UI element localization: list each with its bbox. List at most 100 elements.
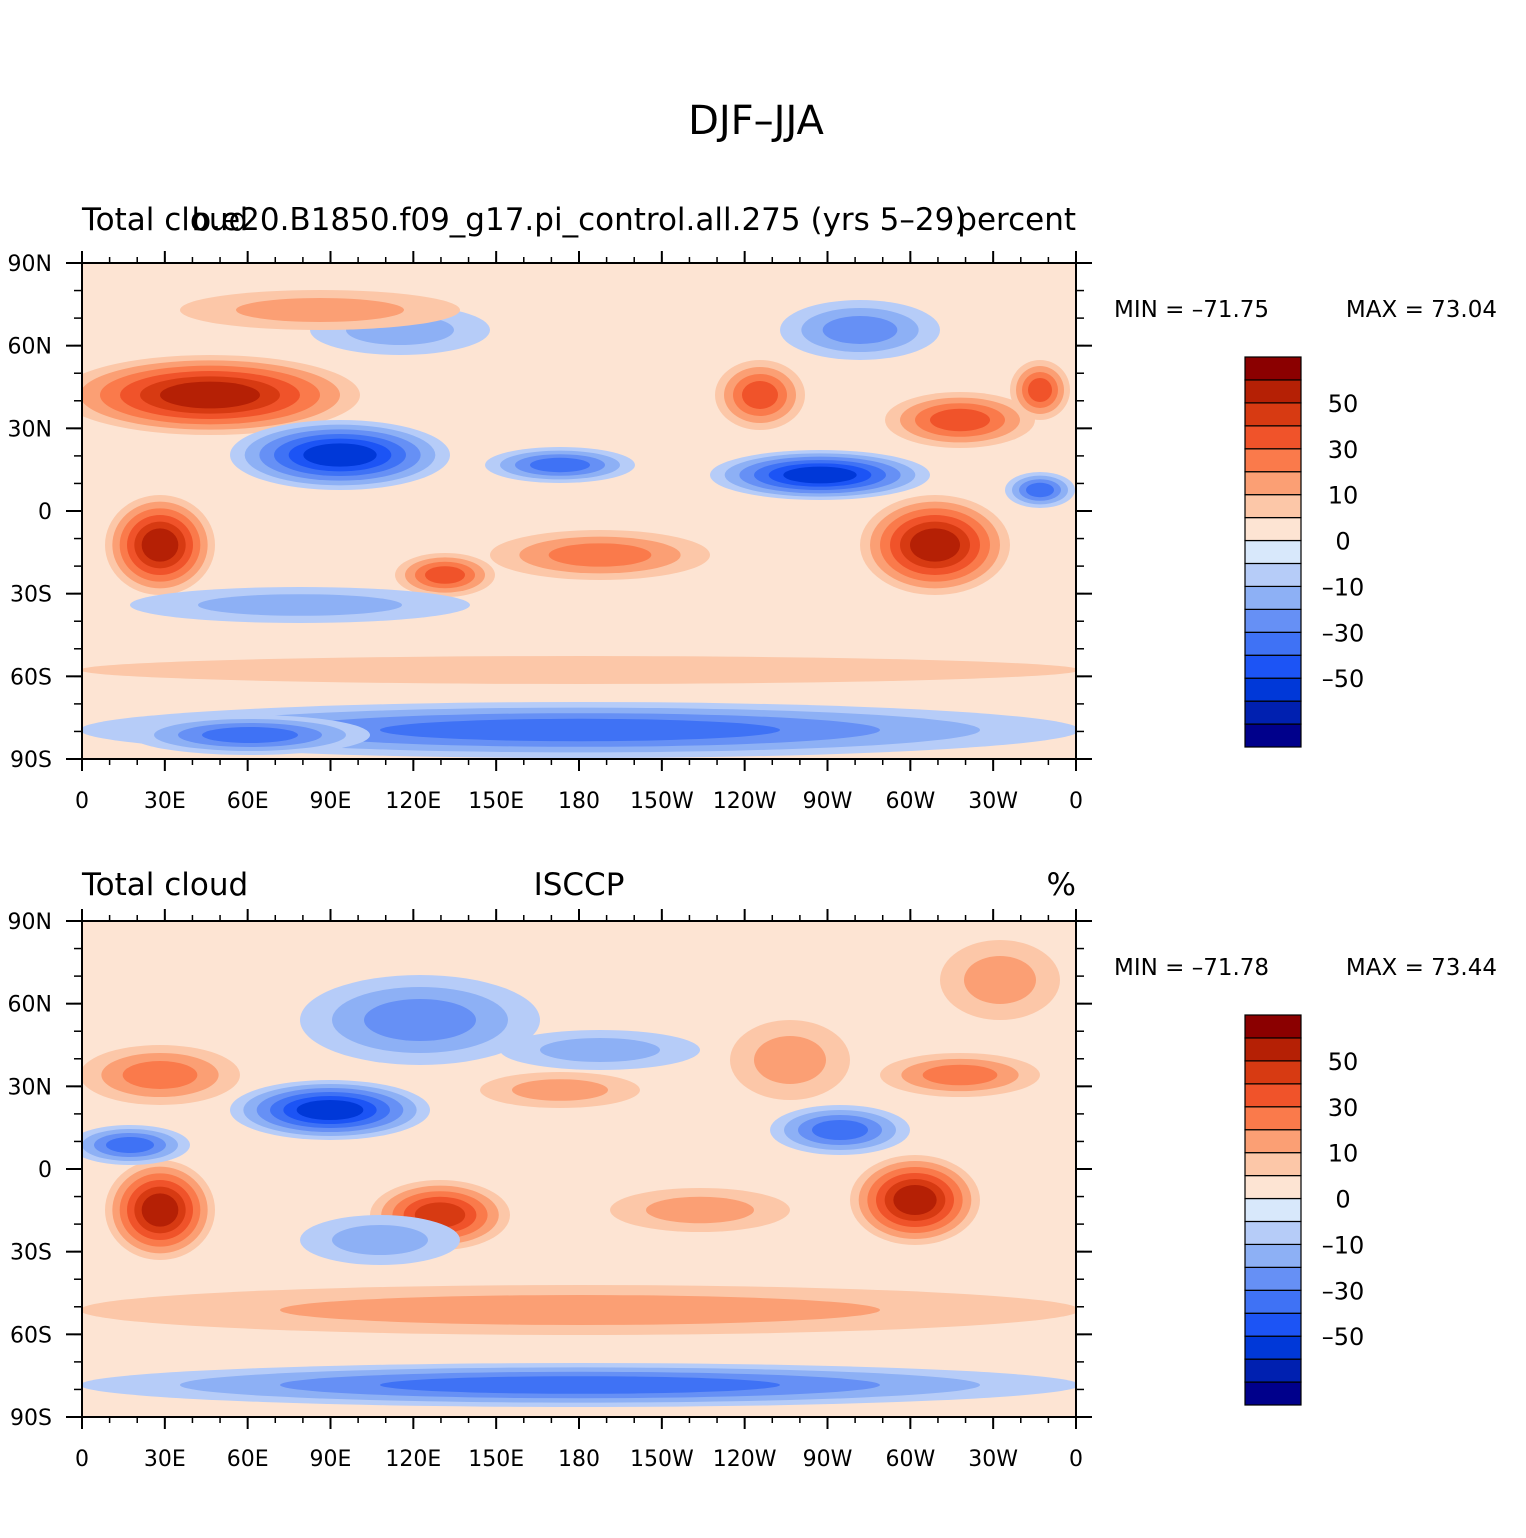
colorbar-box (1244, 425, 1302, 450)
colorbar-box (1244, 402, 1302, 427)
colorbar-box (1244, 1152, 1302, 1177)
x-tick-label: 60W (885, 789, 935, 814)
colorbar-box (1244, 516, 1302, 542)
y-tick-label: 30N (8, 1075, 52, 1100)
panel-title-right: percent (957, 202, 1076, 238)
y-tick-label: 60N (8, 335, 52, 360)
x-tick-label: 150E (468, 789, 524, 814)
colorbar-box (1244, 1083, 1302, 1108)
x-tick-label: 180 (558, 789, 600, 814)
x-tick-label: 90E (310, 789, 352, 814)
map-panel-1: Total cloudb.e20.B1850.f09_g17.pi_contro… (8, 202, 1497, 814)
x-tick-label: 30E (144, 1447, 186, 1472)
figure-title: DJF–JJA (688, 98, 824, 144)
y-tick-label: 0 (38, 500, 52, 525)
colorbar-box (1244, 700, 1302, 725)
colorbar-box (1244, 356, 1302, 381)
colorbar-box (1244, 1037, 1302, 1062)
x-tick-label: 120E (385, 789, 441, 814)
colorbar-box (1244, 585, 1302, 610)
colorbar-box (1244, 723, 1302, 748)
x-tick-label: 90W (803, 1447, 853, 1472)
x-tick-label: 0 (1069, 789, 1083, 814)
colorbar-label: 50 (1328, 390, 1359, 418)
colorbar-box (1244, 562, 1302, 588)
max-label: MAX = 73.44 (1346, 955, 1497, 981)
panel-title-center: ISCCP (534, 867, 625, 903)
map-panel-2: Total cloud ISCCP % 0 30E 60E 90E 120E 150E 180 15… (8, 867, 1497, 1472)
colorbar-box (1244, 471, 1302, 496)
x-tick-label: 150W (630, 1447, 694, 1472)
colorbar-label: –30 (1322, 619, 1365, 647)
colorbar-box (1244, 1129, 1302, 1154)
colorbar-label: 50 (1328, 1048, 1359, 1076)
x-tick-label: 150E (468, 1447, 524, 1472)
x-tick-label: 60W (885, 1447, 935, 1472)
colorbar-box (1244, 1243, 1302, 1268)
colorbar-box (1244, 1289, 1302, 1314)
colorbar-label: –50 (1322, 665, 1365, 693)
x-tick-label: 60E (227, 789, 269, 814)
colorbar-box (1244, 1312, 1302, 1337)
y-tick-label: 60S (10, 1323, 52, 1348)
min-label: MIN = –71.75 (1114, 297, 1269, 323)
y-tick-label: 30N (8, 417, 52, 442)
x-tick-label: 60E (227, 1447, 269, 1472)
y-tick-label: 30S (10, 1241, 52, 1266)
y-tick-label: 60S (10, 665, 52, 690)
cloud-field (82, 921, 1076, 1417)
colorbar-box (1244, 494, 1302, 519)
colorbar-box (1244, 654, 1302, 679)
x-tick-label: 150W (630, 789, 694, 814)
x-tick-label: 120W (713, 1447, 777, 1472)
colorbar-box (1244, 631, 1302, 656)
colorbar-label: 30 (1328, 436, 1359, 464)
colorbar-box (1244, 539, 1302, 565)
y-tick-label: 90N (8, 910, 52, 935)
panel-title-center: b.e20.B1850.f09_g17.pi_control.all.275 (… (192, 202, 967, 238)
colorbar-label: –10 (1322, 1231, 1365, 1259)
colorbar: 50 30 10 0 –10 –30 –50 (1244, 356, 1365, 748)
colorbar-box (1244, 1335, 1302, 1360)
max-label: MAX = 73.04 (1346, 297, 1497, 323)
x-tick-label: 90W (803, 789, 853, 814)
y-tick-label: 90N (8, 252, 52, 277)
x-tick-label: 0 (1069, 1447, 1083, 1472)
colorbar-box (1244, 1106, 1302, 1131)
min-label: MIN = –71.78 (1114, 955, 1269, 981)
x-tick-label: 30W (968, 1447, 1018, 1472)
colorbar-label: 0 (1335, 1186, 1350, 1214)
colorbar-label: –30 (1322, 1277, 1365, 1305)
colorbar: 50 30 10 0 –10 –30 –50 (1244, 1014, 1365, 1406)
colorbar-label: –50 (1322, 1323, 1365, 1351)
colorbar-label: 30 (1328, 1094, 1359, 1122)
colorbar-box (1244, 677, 1302, 702)
panel-title-right: % (1047, 867, 1076, 903)
colorbar-box (1244, 608, 1302, 633)
colorbar-label: 0 (1335, 528, 1350, 556)
x-tick-label: 180 (558, 1447, 600, 1472)
colorbar-box (1244, 1266, 1302, 1291)
x-tick-label: 90E (310, 1447, 352, 1472)
colorbar-box (1244, 379, 1302, 404)
x-tick-label: 120W (713, 789, 777, 814)
y-tick-label: 30S (10, 583, 52, 608)
panel-title-left: Total cloud (81, 867, 248, 903)
x-tick-label: 120E (385, 1447, 441, 1472)
x-tick-label: 0 (75, 1447, 89, 1472)
colorbar-label: 10 (1328, 482, 1359, 510)
x-tick-label: 30E (144, 789, 186, 814)
colorbar-box (1244, 1220, 1302, 1246)
colorbar-label: –10 (1322, 573, 1365, 601)
y-tick-label: 90S (10, 748, 52, 773)
colorbar-label: 10 (1328, 1140, 1359, 1168)
x-tick-label: 30W (968, 789, 1018, 814)
colorbar-box (1244, 1060, 1302, 1085)
y-tick-label: 90S (10, 1406, 52, 1431)
cloud-field (82, 263, 1076, 759)
colorbar-box (1244, 1381, 1302, 1406)
colorbar-box (1244, 1358, 1302, 1383)
x-tick-label: 0 (75, 789, 89, 814)
y-tick-label: 0 (38, 1158, 52, 1183)
